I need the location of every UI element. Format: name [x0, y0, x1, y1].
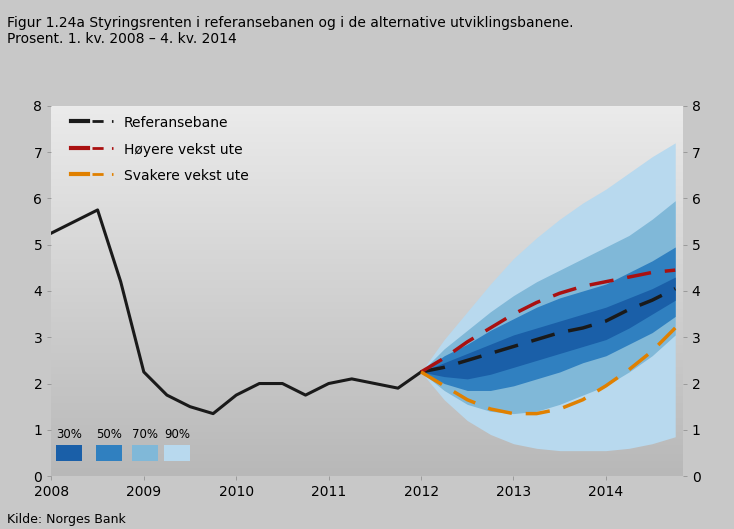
Text: 50%: 50% — [95, 428, 122, 441]
Text: 30%: 30% — [56, 428, 82, 441]
Bar — [95, 445, 122, 461]
Bar — [56, 445, 82, 461]
Text: Kilde: Norges Bank: Kilde: Norges Bank — [7, 513, 126, 526]
Bar — [164, 445, 190, 461]
Text: Figur 1.24a Styringsrenten i referansebanen og i de alternative utviklingsbanene: Figur 1.24a Styringsrenten i referanseba… — [7, 16, 574, 46]
Bar — [132, 445, 158, 461]
Text: 90%: 90% — [164, 428, 190, 441]
Legend: Referansebane, Høyere vekst ute, Svakere vekst ute: Referansebane, Høyere vekst ute, Svakere… — [71, 116, 249, 184]
Text: 70%: 70% — [132, 428, 158, 441]
